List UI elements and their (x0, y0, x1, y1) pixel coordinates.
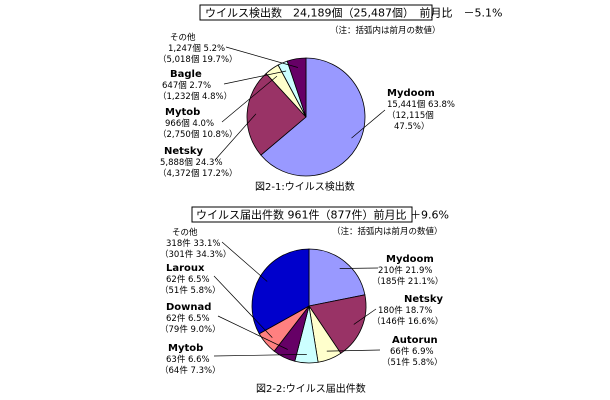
chart-2-slice-netsky (308, 294, 367, 354)
chart-1-label-mydoom: Mydoom 15,441個 63.8% （12,115個 47.5%） (387, 88, 455, 132)
chart-1-slice-other (286, 57, 307, 118)
chart-1-detections: ウイルス検出数 24,189個（25,487個） 前月比 －5.1% （注：括弧… (158, 4, 502, 193)
chart-2-label-other-prev: （301件 34.3%） (160, 249, 231, 260)
chart-2-label-laroux-name: Laroux (166, 263, 205, 274)
chart-2-label-autorun-value: 66件 6.9% (390, 346, 434, 357)
chart-2-title-box (191, 206, 413, 223)
chart-2-label-mytob: Mytob 63件 6.6% （64件 7.3%） (160, 343, 221, 376)
chart-1-leader-netsky (214, 113, 257, 161)
chart-2-label-laroux-prev: （51件 5.8%） (160, 285, 221, 296)
chart-1-label-mydoom-prev-pct: 47.5%） (394, 121, 430, 132)
chart-1-leader-mytob (221, 75, 278, 123)
chart-2-caption: 図2-2:ウイルス届出件数 (256, 382, 366, 395)
chart-1-label-other-name: その他 (170, 32, 196, 43)
chart-2-label-autorun-name: Autorun (392, 335, 438, 346)
chart-1-label-mydoom-prev: （12,115個 (387, 110, 434, 121)
chart-1-leader-other (225, 46, 298, 68)
chart-1-leader-mydoom (351, 109, 386, 139)
chart-1-title: ウイルス検出数 24,189個（25,487個） 前月比 －5.1% (205, 6, 502, 20)
chart-2-label-other-name: その他 (172, 227, 198, 238)
chart-2-label-mydoom-prev: （185件 21.1%） (372, 276, 443, 287)
chart-1-label-mytob-value: 966個 4.0% (165, 118, 214, 129)
chart-2-leader-other (221, 241, 268, 282)
chart-1-title-box (199, 4, 433, 21)
chart-2-label-mytob-name: Mytob (168, 343, 203, 354)
chart-2-label-netsky: Netsky 180件 18.7% （146件 16.6%） (372, 294, 444, 327)
chart-2-label-mytob-prev: （64件 7.3%） (160, 365, 221, 376)
chart-1-label-bagle: Bagle 647個 2.7% （1,232個 4.8%） (158, 69, 232, 102)
chart-1-slice-netsky (246, 72, 307, 156)
chart-1-label-netsky-name: Netsky (164, 146, 204, 157)
chart-2-slice-mydoom (308, 248, 366, 307)
chart-2-label-netsky-value: 180件 18.7% (378, 305, 432, 316)
chart-1-label-mytob-prev: （2,750個 10.8%） (158, 129, 238, 140)
chart-2-title: ウイルス届出件数 961件（877件）前月比 ＋9.6% (196, 208, 449, 222)
chart-1-note: （注：括弧内は前月の数値） (330, 25, 441, 36)
chart-1-label-netsky-value: 5,888個 24.3% (160, 157, 223, 168)
chart-2-label-mytob-value: 63件 6.6% (166, 354, 210, 365)
chart-1-slice-mydoom (260, 57, 366, 177)
chart-1-leader-lines (214, 46, 386, 161)
chart-2-label-downad-prev: （79件 9.0%） (160, 324, 221, 335)
chart-2-leader-netsky (353, 308, 377, 325)
chart-1-label-bagle-prev: （1,232個 4.8%） (158, 91, 232, 102)
chart-1-label-mydoom-name: Mydoom (387, 88, 435, 99)
chart-1-label-bagle-value: 647個 2.7% (162, 80, 211, 91)
chart-1-caption: 図2-1:ウイルス検出数 (255, 180, 355, 193)
chart-2-label-downad-value: 62件 6.5% (166, 313, 210, 324)
chart-2-label-laroux-value: 62件 6.5% (166, 274, 210, 285)
chart-2-label-mydoom-name: Mydoom (386, 254, 434, 265)
chart-2-leader-downad (217, 315, 288, 350)
chart-2-leader-lines (213, 241, 381, 357)
chart-1-label-mytob: Mytob 966個 4.0% （2,750個 10.8%） (158, 107, 238, 140)
chart-2-note: （注：括弧内は前月の数値） (332, 226, 443, 237)
chart-2-leader-autorun (326, 349, 381, 352)
chart-2-pie (251, 248, 367, 364)
chart-2-leader-mytob (213, 354, 307, 357)
chart-2-leader-laroux (213, 275, 273, 338)
chart-1-label-other-value: 1,247個 5.2% (168, 43, 225, 54)
chart-2-label-laroux: Laroux 62件 6.5% （51件 5.8%） (160, 263, 221, 296)
chart-2-label-autorun: Autorun 66件 6.9% （51件 5.8%） (382, 335, 443, 368)
chart-1-label-netsky: Netsky 5,888個 24.3% （4,372個 17.2%） (158, 146, 238, 179)
chart-2-leader-mydoom (339, 267, 379, 269)
chart-2-label-other-value: 318件 33.1% (166, 238, 220, 249)
chart-1-label-mydoom-value: 15,441個 63.8% (387, 99, 455, 110)
chart-2-label-downad-name: Downad (166, 302, 211, 313)
chart-2-label-mydoom: Mydoom 210件 21.9% （185件 21.1%） (372, 254, 443, 287)
chart-1-label-mytob-name: Mytob (165, 107, 200, 118)
chart-2-label-other: その他 318件 33.1% （301件 34.3%） (160, 227, 231, 260)
chart-1-label-netsky-prev: （4,372個 17.2%） (158, 168, 238, 179)
chart-2-label-netsky-prev: （146件 16.6%） (372, 316, 443, 327)
chart-1-label-other: その他 1,247個 5.2% （5,018個 19.7%） (158, 32, 238, 65)
chart-2-label-mydoom-value: 210件 21.9% (378, 265, 432, 276)
chart-1-leader-bagle (223, 70, 287, 85)
chart-2-reports: ウイルス届出件数 961件（877件）前月比 ＋9.6% （注：括弧内は前月の数… (160, 206, 449, 395)
chart-2-label-autorun-prev: （51件 5.8%） (382, 357, 443, 368)
chart-2-slice-other (251, 248, 310, 335)
chart-1-pie (246, 57, 366, 177)
chart-1-label-bagle-name: Bagle (170, 69, 202, 80)
chart-2-label-netsky-name: Netsky (404, 294, 444, 305)
chart-1-label-other-prev: （5,018個 19.7%） (158, 54, 238, 65)
chart-2-label-downad: Downad 62件 6.5% （79件 9.0%） (160, 302, 221, 335)
